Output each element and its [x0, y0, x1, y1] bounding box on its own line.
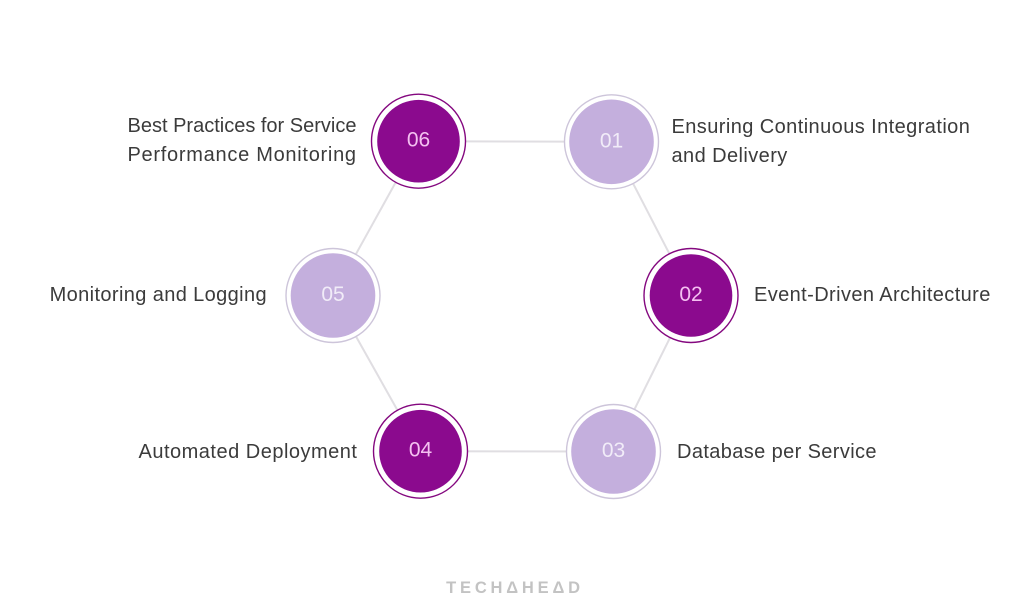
- svg-text:05: 05: [321, 283, 344, 306]
- svg-text:04: 04: [409, 439, 433, 462]
- svg-text:03: 03: [602, 439, 625, 462]
- svg-text:02: 02: [679, 283, 702, 306]
- svg-text:06: 06: [407, 129, 430, 152]
- svg-text:01: 01: [600, 129, 623, 152]
